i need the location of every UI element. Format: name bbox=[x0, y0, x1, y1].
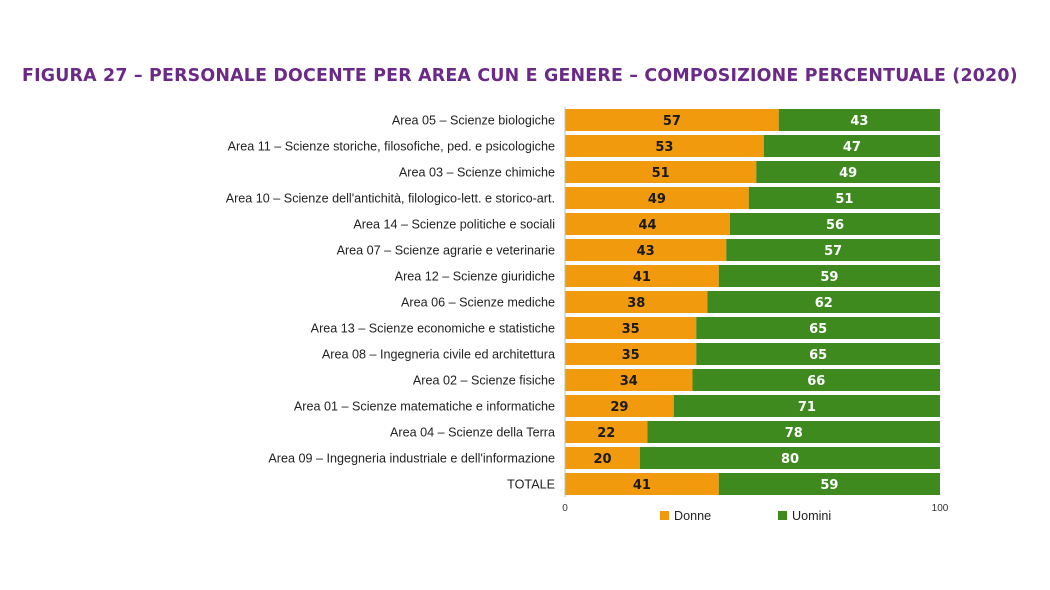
chart-title: FIGURA 27 – PERSONALE DOCENTE PER AREA C… bbox=[22, 66, 1018, 86]
bar-segment-donne bbox=[565, 369, 693, 391]
bar-segment-uomini bbox=[640, 447, 940, 469]
category-label: Area 14 – Scienze politiche e sociali bbox=[353, 218, 555, 232]
bar-segment-donne bbox=[565, 109, 779, 131]
value-label-donne: 44 bbox=[638, 218, 656, 233]
value-label-donne: 35 bbox=[622, 322, 640, 337]
bar-segment-donne bbox=[565, 395, 674, 417]
value-label-uomini: 71 bbox=[798, 400, 816, 415]
value-label-donne: 41 bbox=[633, 478, 651, 493]
value-label-uomini: 65 bbox=[809, 322, 827, 337]
category-label: Area 13 – Scienze economiche e statistic… bbox=[311, 322, 555, 336]
legend-label-uomini: Uomini bbox=[792, 509, 831, 523]
bar-segment-donne bbox=[565, 265, 719, 287]
legend-label-donne: Donne bbox=[674, 509, 711, 523]
bar-segment-uomini bbox=[673, 395, 940, 417]
value-label-donne: 34 bbox=[620, 374, 638, 389]
value-label-donne: 20 bbox=[593, 452, 611, 467]
bar-segment-donne bbox=[565, 421, 648, 443]
bar-segment-uomini bbox=[696, 317, 940, 339]
value-label-donne: 35 bbox=[622, 348, 640, 363]
bar-segment-donne bbox=[565, 135, 764, 157]
value-label-donne: 43 bbox=[637, 244, 655, 259]
x-tick-label: 0 bbox=[562, 503, 568, 514]
bar-segment-uomini bbox=[726, 239, 940, 261]
legend: Donne Uomini bbox=[660, 509, 831, 523]
value-label-donne: 22 bbox=[597, 426, 615, 441]
bar-segment-donne bbox=[565, 291, 708, 313]
legend-swatch-uomini bbox=[778, 511, 787, 520]
category-label: Area 03 – Scienze chimiche bbox=[399, 166, 555, 180]
category-label: Area 08 – Ingegneria civile ed architett… bbox=[322, 348, 555, 362]
bar-segment-donne bbox=[565, 213, 730, 235]
category-label: Area 10 – Scienze dell'antichità, filolo… bbox=[226, 192, 555, 206]
value-label-uomini: 62 bbox=[815, 296, 833, 311]
value-label-uomini: 57 bbox=[824, 244, 842, 259]
bar-segment-donne bbox=[565, 343, 697, 365]
bar-segment-uomini bbox=[778, 109, 940, 131]
bar-segment-donne bbox=[565, 317, 697, 339]
category-label: TOTALE bbox=[507, 478, 555, 492]
value-label-uomini: 66 bbox=[807, 374, 825, 389]
bar-segment-uomini bbox=[763, 135, 940, 157]
category-label: Area 11 – Scienze storiche, filosofiche,… bbox=[228, 140, 555, 154]
category-labels-layer: Area 05 – Scienze biologiche Area 11 – Sc… bbox=[226, 114, 555, 492]
legend-swatch-donne bbox=[660, 511, 669, 520]
value-label-uomini: 47 bbox=[843, 140, 861, 155]
value-label-uomini: 43 bbox=[850, 114, 868, 129]
bar-segment-uomini bbox=[696, 343, 940, 365]
category-label: Area 09 – Ingegneria industriale e dell'… bbox=[268, 452, 555, 466]
category-label: Area 12 – Scienze giuridiche bbox=[395, 270, 555, 284]
value-label-uomini: 80 bbox=[781, 452, 799, 467]
bar-segment-uomini bbox=[718, 473, 940, 495]
bar-segment-donne bbox=[565, 239, 727, 261]
value-label-uomini: 59 bbox=[820, 270, 838, 285]
value-label-donne: 53 bbox=[655, 140, 673, 155]
value-label-donne: 41 bbox=[633, 270, 651, 285]
bar-segment-uomini bbox=[748, 187, 940, 209]
bar-segment-uomini bbox=[647, 421, 940, 443]
value-label-donne: 57 bbox=[663, 114, 681, 129]
value-label-uomini: 65 bbox=[809, 348, 827, 363]
category-label: Area 02 – Scienze fisiche bbox=[413, 374, 555, 388]
value-label-donne: 49 bbox=[648, 192, 666, 207]
value-label-donne: 51 bbox=[652, 166, 670, 181]
bar-segment-donne bbox=[565, 187, 749, 209]
value-label-uomini: 59 bbox=[820, 478, 838, 493]
bar-segment-uomini bbox=[718, 265, 940, 287]
value-label-uomini: 78 bbox=[785, 426, 803, 441]
value-label-donne: 38 bbox=[627, 296, 645, 311]
value-label-uomini: 51 bbox=[835, 192, 853, 207]
category-label: Area 07 – Scienze agrarie e veterinarie bbox=[337, 244, 555, 258]
category-label: Area 01 – Scienze matematiche e informat… bbox=[294, 400, 555, 414]
value-label-donne: 29 bbox=[610, 400, 628, 415]
bar-segment-uomini bbox=[756, 161, 940, 183]
category-label: Area 06 – Scienze mediche bbox=[401, 296, 555, 310]
value-label-uomini: 56 bbox=[826, 218, 844, 233]
bar-segment-donne bbox=[565, 473, 719, 495]
bar-segment-uomini bbox=[707, 291, 940, 313]
category-label: Area 05 – Scienze biologiche bbox=[392, 114, 555, 128]
bars-layer: 57 43 53 47 51 49 49 51 44 56 43 57 41 59 38 62 35 65 35 65… bbox=[565, 109, 940, 495]
x-tick-label: 100 bbox=[932, 503, 949, 514]
category-label: Area 04 – Scienze della Terra bbox=[390, 426, 555, 440]
x-axis: 0 100 bbox=[562, 107, 949, 514]
value-label-uomini: 49 bbox=[839, 166, 857, 181]
bar-segment-donne bbox=[565, 447, 640, 469]
bar-segment-uomini bbox=[730, 213, 940, 235]
bar-segment-donne bbox=[565, 161, 757, 183]
bar-segment-uomini bbox=[692, 369, 940, 391]
